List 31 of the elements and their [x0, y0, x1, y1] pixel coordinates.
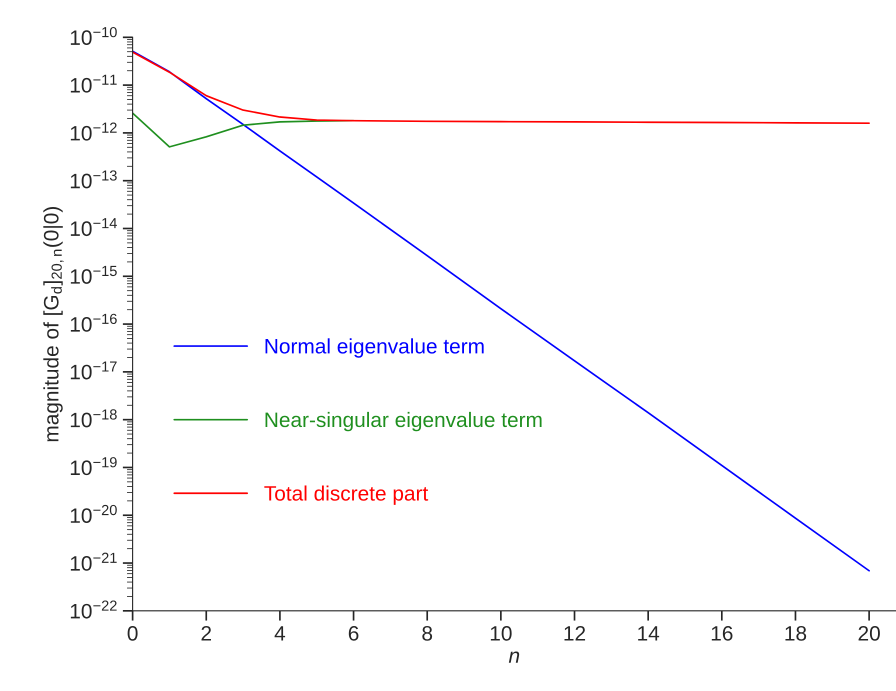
x-tick-label: 6	[348, 626, 358, 641]
y-tick-label: 10$^{−11}$	[70, 74, 117, 93]
y-tick-label: 10$^{−15}$	[70, 266, 117, 284]
y-tick-label: 10$^{−12}$	[70, 122, 117, 141]
y-tick-label: 10$^{−19}$	[70, 457, 117, 476]
y-tick-label: 10$^{−18}$	[70, 409, 117, 428]
x-tick-label: 12	[564, 626, 586, 641]
y-axis-title: magnitude of [G$_{d}$]$_{20,n}$(0|0)	[43, 207, 64, 442]
x-tick-label: 14	[638, 626, 660, 641]
x-tick-label: 20	[858, 626, 880, 641]
line-series	[132, 51, 870, 124]
x-tick-label: 10	[490, 626, 512, 641]
x-axis-title: n	[508, 652, 520, 663]
y-tick-label: 10$^{−13}$	[70, 170, 117, 188]
y-tick-label: 10$^{−20}$	[70, 504, 117, 523]
y-tick-label: 10$^{−14}$	[70, 218, 117, 236]
y-tick-label: 10$^{−17}$	[70, 362, 117, 380]
x-tick-label: 0	[128, 626, 138, 641]
x-tick-label: 2	[202, 626, 212, 641]
legend-label: Normal eigenvalue term	[266, 338, 484, 358]
x-tick-label: 18	[785, 626, 806, 641]
legend-label: Near-singular eigenvalue term	[266, 412, 542, 432]
y-tick-label: 10$^{−22}$	[70, 600, 117, 619]
x-tick-label: 8	[422, 626, 432, 641]
y-tick-label: 10$^{−10}$	[70, 26, 117, 46]
line-series	[132, 50, 870, 572]
legend-label: Total discrete part	[264, 485, 428, 505]
y-tick-label: 10$^{−21}$	[70, 552, 117, 571]
x-tick-label: 16	[712, 626, 732, 641]
y-tick-label: 10$^{−16}$	[70, 314, 117, 332]
x-tick-label: 4	[274, 626, 286, 641]
